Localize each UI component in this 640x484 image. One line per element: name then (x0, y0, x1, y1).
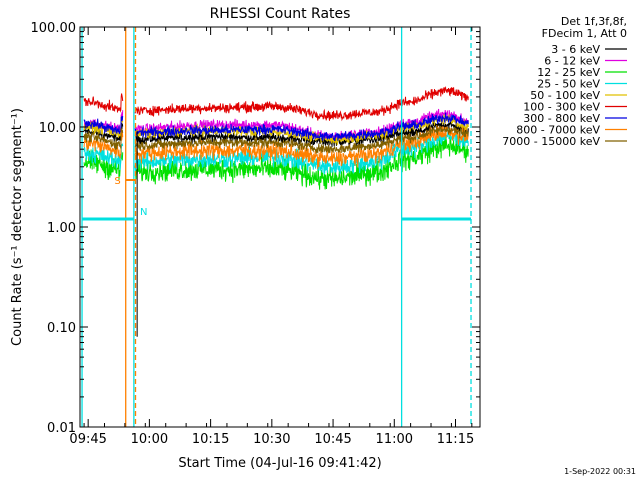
legend-label-0: 3 - 6 keV (551, 43, 600, 56)
legend-header-1: FDecim 1, Att 0 (542, 27, 627, 40)
annotation-label-0: S (114, 176, 120, 187)
series-layer (83, 85, 469, 337)
y-tick-label-3: 10.00 (39, 121, 76, 136)
axis-layer: 09:45 10:00 10:15 10:30 10:45 11:00 11:15 0.01 0… (31, 21, 480, 447)
y-tick-label-2: 1.00 (47, 221, 76, 236)
legend-label-3: 25 - 50 keV (537, 78, 600, 91)
legend-label-5: 100 - 300 keV (523, 101, 600, 114)
series-line-7 (83, 124, 469, 170)
chart-title: RHESSI Count Rates (210, 6, 351, 22)
legend-label-6: 300 - 800 keV (523, 112, 600, 125)
y-tick-label-0: 0.01 (47, 421, 76, 436)
plot-frame (79, 26, 481, 428)
x-tick-label-5: 11:00 (376, 432, 413, 447)
x-axis-label: Start Time (04-Jul-16 09:41:42) (178, 456, 381, 471)
legend-header-0: Det 1f,3f,8f, (561, 15, 627, 28)
series-line-6 (83, 112, 469, 142)
legend-label-7: 800 - 7000 keV (516, 124, 600, 137)
legend-label-1: 6 - 12 keV (544, 55, 600, 68)
x-tick-label-6: 11:15 (437, 432, 474, 447)
y-axis-label: Count Rate (s⁻¹ detector segment⁻¹) (10, 108, 25, 346)
x-tick-label-1: 10:00 (131, 432, 168, 447)
x-tick-label-3: 10:30 (253, 432, 290, 447)
legend-label-8: 7000 - 15000 keV (502, 135, 600, 148)
y-tick-label-4: 100.00 (31, 21, 77, 36)
x-tick-label-2: 10:15 (192, 432, 229, 447)
legend-label-2: 12 - 25 keV (537, 66, 600, 79)
y-tick-label-1: 0.10 (47, 321, 76, 336)
series-line-5 (83, 85, 469, 122)
annotation-label-1: N (140, 207, 147, 218)
marker-layer: SN (81, 27, 472, 427)
legend-label-4: 50 - 100 keV (530, 89, 600, 102)
plot-timestamp: 1-Sep-2022 00:31 (564, 467, 636, 476)
x-tick-label-0: 09:45 (69, 432, 106, 447)
x-tick-label-4: 10:45 (314, 432, 351, 447)
series-line-8 (83, 124, 469, 154)
